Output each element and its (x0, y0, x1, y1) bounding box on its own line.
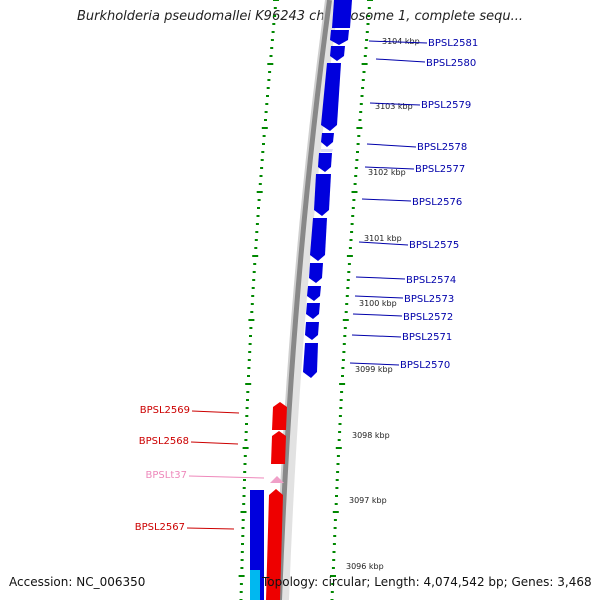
gene-arrow-forward[interactable] (330, 30, 349, 45)
gene-label[interactable]: BPSL2573 (404, 294, 454, 305)
kbp-label: 3102 kbp (368, 168, 406, 177)
accession-text: Accession: NC_006350 (9, 575, 146, 589)
gene-arrow-forward[interactable] (332, 0, 352, 28)
gene-arrow-forward[interactable] (310, 218, 327, 261)
gene-label[interactable]: BPSL2578 (417, 142, 467, 153)
kbp-label: 3103 kbp (375, 102, 413, 111)
gene-label[interactable]: BPSL2568 (139, 436, 189, 447)
gene-label[interactable]: BPSL2575 (409, 240, 459, 251)
gene-arrow-forward[interactable] (330, 46, 345, 61)
gene-arrow-forward[interactable] (318, 153, 332, 172)
gene-arrow-forward[interactable] (321, 149, 333, 152)
leader-line (361, 198, 412, 202)
kbp-label: 3097 kbp (349, 496, 387, 505)
gene-arrow-forward[interactable] (307, 286, 321, 301)
leader-line (349, 362, 400, 366)
summary-text: Topology: circular; Length: 4,074,542 bp… (262, 575, 592, 589)
gene-label[interactable]: BPSL2569 (140, 405, 190, 416)
leader-line (358, 241, 409, 246)
forward-gene-labels: BPSL2581 BPSL2580 BPSL2579 BPSL2578 BPSL… (349, 38, 478, 371)
outer-tick-ring (330, 0, 373, 600)
leader-line (188, 475, 265, 479)
gene-block-cyan[interactable] (250, 570, 260, 600)
kbp-label: 3100 kbp (359, 299, 397, 308)
gene-arrow-reverse[interactable] (272, 402, 287, 430)
gene-arrow-forward[interactable] (321, 63, 341, 131)
kbp-label: 3099 kbp (355, 365, 393, 374)
gene-label[interactable]: BPSLt37 (146, 470, 187, 481)
leader-line (351, 334, 402, 338)
gene-label[interactable]: BPSL2574 (406, 275, 456, 286)
gene-label[interactable]: BPSL2572 (403, 312, 453, 323)
gene-label[interactable]: BPSL2577 (415, 164, 465, 175)
kbp-label: 3104 kbp (382, 37, 420, 46)
gene-arrow-reverse[interactable] (266, 489, 283, 600)
leader-line (368, 40, 428, 44)
gene-label[interactable]: BPSL2580 (426, 58, 476, 69)
leader-line (364, 166, 415, 170)
gene-arrow-reverse[interactable] (271, 431, 286, 464)
gene-label[interactable]: BPSL2576 (412, 197, 462, 208)
leader-line (352, 313, 403, 317)
leader-line (369, 102, 421, 106)
gene-arrow-forward[interactable] (305, 322, 319, 340)
backbone-line (276, 0, 332, 600)
forward-gene-track (303, 0, 352, 378)
leader-line (190, 441, 239, 445)
gene-label[interactable]: BPSL2579 (421, 100, 471, 111)
kbp-label: 3098 kbp (352, 431, 390, 440)
gene-arrow-forward[interactable] (314, 174, 331, 216)
gene-arrow-forward[interactable] (321, 133, 334, 147)
kbp-tick-labels: 3104 kbp 3103 kbp 3102 kbp 3101 kbp 3100… (346, 37, 420, 571)
kbp-label: 3101 kbp (364, 234, 402, 243)
gene-label[interactable]: BPSL2570 (400, 360, 450, 371)
map-title: Burkholderia pseudomallei K96243 chromos… (76, 9, 524, 24)
trna-marker[interactable] (270, 476, 284, 483)
gene-label[interactable]: BPSL2567 (135, 522, 185, 533)
leader-line (355, 276, 406, 280)
leader-line (186, 527, 235, 530)
leader-line (366, 143, 417, 148)
leader-line (191, 410, 240, 414)
gene-arrow-forward[interactable] (306, 303, 320, 319)
reverse-gene-labels: BPSL2569 BPSL2568 BPSLt37 BPSL2567 (135, 405, 265, 533)
backbone-shadow (279, 0, 339, 600)
reverse-gene-track (250, 402, 287, 600)
gene-label[interactable]: BPSL2581 (428, 38, 478, 49)
gene-arrow-forward[interactable] (309, 263, 323, 283)
gene-label[interactable]: BPSL2571 (402, 332, 452, 343)
leader-line (375, 58, 426, 63)
inner-tick-ring (238, 0, 279, 600)
leader-line (354, 295, 404, 299)
kbp-label: 3096 kbp (346, 562, 384, 571)
gene-arrow-forward[interactable] (303, 343, 318, 378)
